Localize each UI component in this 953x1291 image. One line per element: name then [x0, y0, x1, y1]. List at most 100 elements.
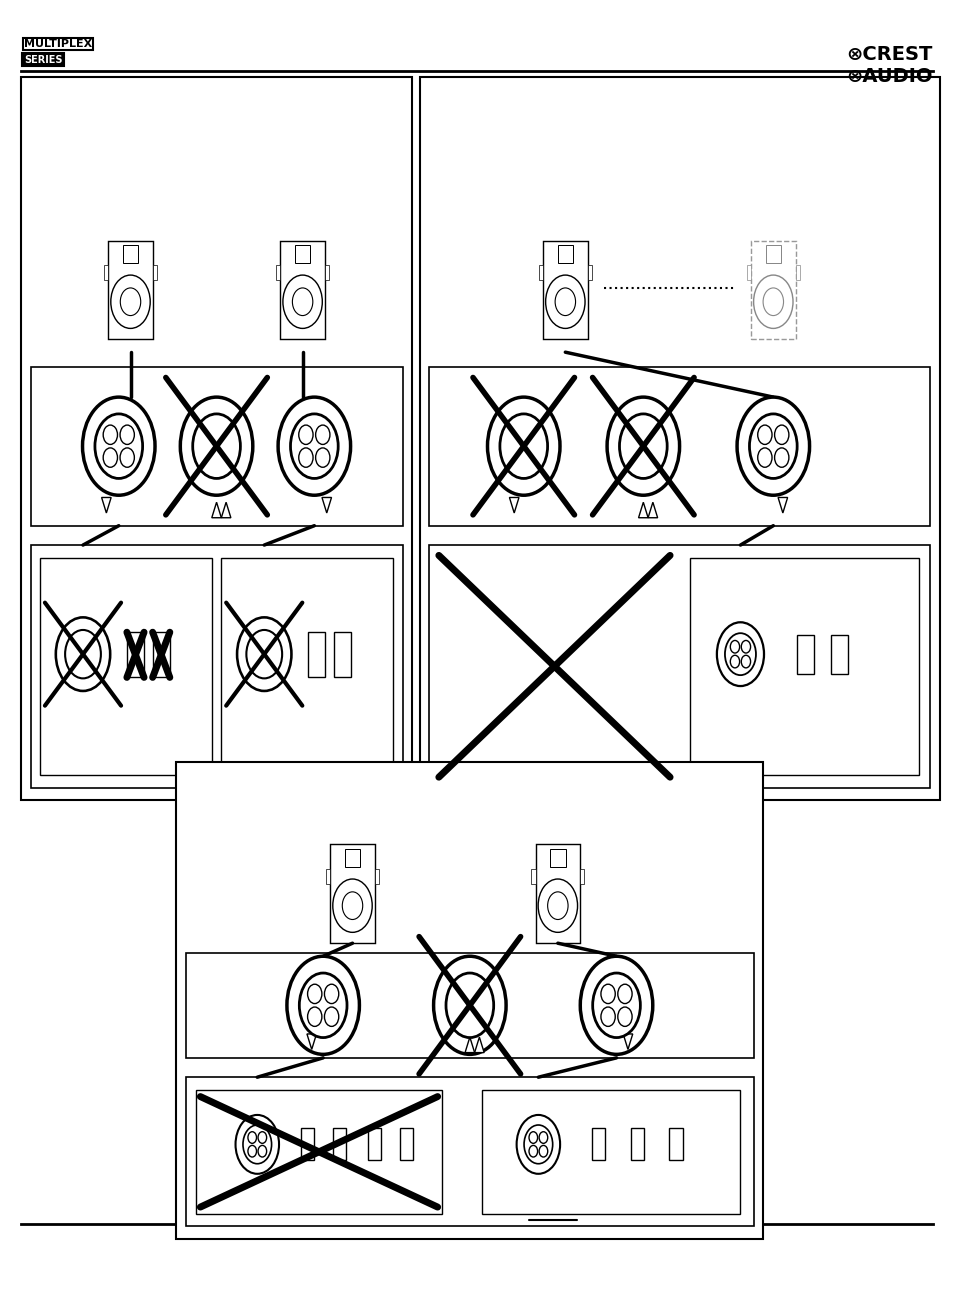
Bar	[21, 77, 412, 800]
Bar	[344, 849, 360, 868]
Bar	[579, 869, 583, 884]
Circle shape	[307, 984, 321, 1003]
Bar	[429, 367, 929, 525]
Polygon shape	[307, 1034, 316, 1050]
Bar	[592, 1127, 605, 1159]
Circle shape	[103, 425, 117, 444]
Text: MULTIPLEX: MULTIPLEX	[24, 39, 92, 49]
Circle shape	[737, 398, 809, 496]
Bar	[542, 240, 587, 340]
Circle shape	[315, 425, 330, 444]
Bar	[276, 265, 280, 280]
Circle shape	[545, 275, 584, 328]
Circle shape	[537, 879, 577, 932]
Circle shape	[579, 957, 652, 1055]
Bar	[399, 1127, 413, 1159]
Circle shape	[523, 1124, 552, 1163]
Bar	[330, 844, 375, 944]
Bar	[108, 240, 152, 340]
Polygon shape	[221, 502, 231, 518]
Circle shape	[292, 288, 313, 315]
Circle shape	[120, 288, 141, 315]
Bar	[630, 1127, 643, 1159]
Circle shape	[257, 1132, 266, 1144]
Polygon shape	[102, 497, 111, 513]
Circle shape	[757, 425, 771, 444]
Polygon shape	[321, 497, 332, 513]
Bar	[750, 240, 795, 340]
Circle shape	[333, 879, 372, 932]
Bar	[221, 558, 393, 775]
Circle shape	[716, 622, 763, 686]
Circle shape	[538, 1145, 547, 1157]
Circle shape	[298, 425, 313, 444]
Polygon shape	[647, 502, 657, 518]
Bar	[375, 869, 378, 884]
Circle shape	[724, 633, 755, 675]
Polygon shape	[778, 497, 787, 513]
Circle shape	[243, 1124, 272, 1163]
Bar	[557, 245, 573, 263]
Circle shape	[95, 414, 143, 479]
Bar	[40, 558, 212, 775]
Bar	[689, 558, 918, 775]
Circle shape	[757, 448, 771, 467]
Circle shape	[257, 1145, 266, 1157]
Circle shape	[298, 448, 313, 467]
Circle shape	[730, 656, 739, 667]
Bar	[176, 762, 762, 1239]
Circle shape	[529, 1145, 537, 1157]
Polygon shape	[212, 502, 221, 518]
Bar	[325, 265, 329, 280]
Bar	[764, 245, 781, 263]
Circle shape	[433, 957, 505, 1055]
Circle shape	[753, 275, 792, 328]
Circle shape	[248, 1132, 256, 1144]
Bar	[531, 869, 535, 884]
Circle shape	[236, 617, 291, 691]
Bar	[152, 633, 170, 678]
Bar	[186, 1077, 753, 1226]
Circle shape	[290, 414, 337, 479]
Bar	[333, 1127, 346, 1159]
Polygon shape	[638, 502, 647, 518]
Bar	[30, 545, 402, 788]
Circle shape	[120, 425, 134, 444]
Circle shape	[774, 448, 788, 467]
Circle shape	[600, 1007, 615, 1026]
Bar	[367, 1127, 380, 1159]
Polygon shape	[509, 497, 518, 513]
Bar	[30, 367, 402, 525]
Bar	[186, 953, 753, 1057]
Bar	[152, 265, 156, 280]
Circle shape	[730, 640, 739, 653]
Bar	[535, 844, 579, 944]
Circle shape	[324, 1007, 338, 1026]
Circle shape	[299, 973, 347, 1038]
Circle shape	[324, 984, 338, 1003]
Circle shape	[445, 973, 494, 1038]
Circle shape	[342, 892, 362, 919]
Bar	[280, 240, 325, 340]
Circle shape	[65, 630, 101, 678]
Bar	[419, 77, 939, 800]
Circle shape	[606, 398, 679, 496]
Circle shape	[774, 425, 788, 444]
Bar	[294, 245, 310, 263]
Text: SERIES: SERIES	[24, 54, 62, 65]
Circle shape	[103, 448, 117, 467]
Bar	[300, 1127, 314, 1159]
Bar	[796, 635, 813, 674]
Circle shape	[762, 288, 782, 315]
Circle shape	[517, 1115, 559, 1174]
Bar	[538, 265, 542, 280]
Circle shape	[283, 275, 322, 328]
Circle shape	[600, 984, 615, 1003]
Circle shape	[246, 630, 282, 678]
Bar	[127, 633, 144, 678]
Bar	[334, 633, 351, 678]
Circle shape	[487, 398, 559, 496]
Circle shape	[555, 288, 575, 315]
Polygon shape	[474, 1037, 483, 1052]
Bar	[481, 1090, 739, 1214]
